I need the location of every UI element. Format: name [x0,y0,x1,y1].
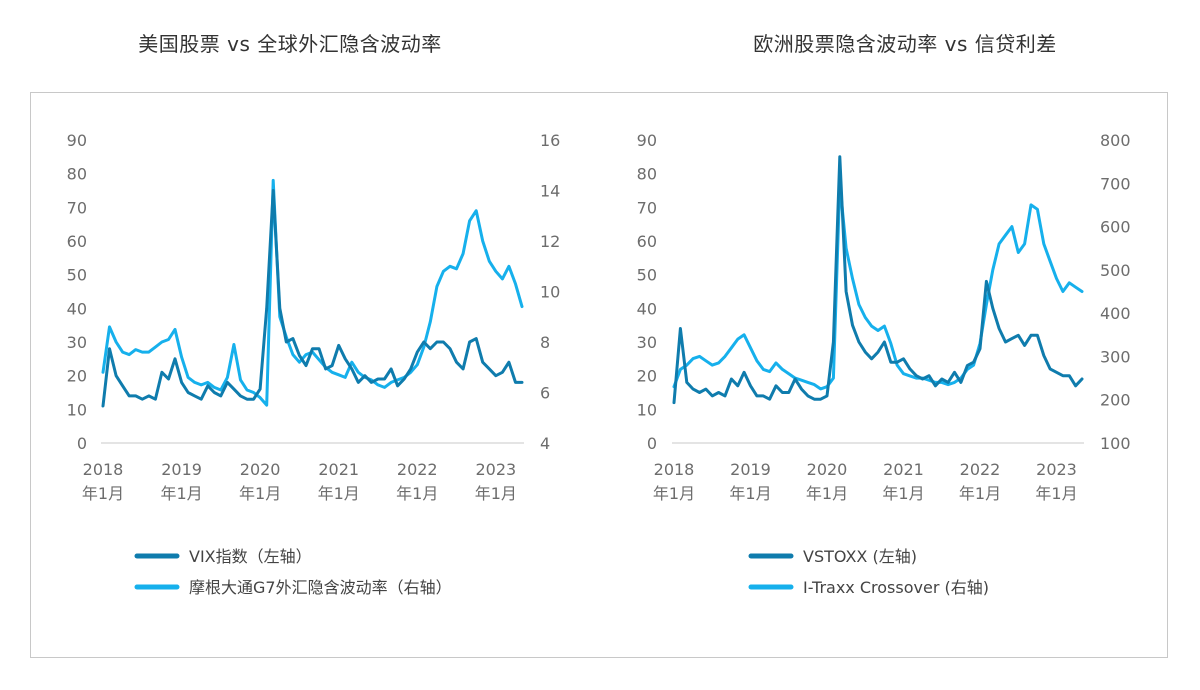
y-left-tick-label: 80 [637,165,657,184]
x-tick-label-sub: 年1月 [1035,484,1077,503]
y-right-tick-label: 10 [540,283,560,302]
y-right-tick-label: 100 [1100,434,1131,453]
y-right-tick-label: 200 [1100,391,1131,410]
y-right-tick-label: 16 [540,131,560,150]
series-line-left-axis [672,155,1084,405]
y-left-tick-label: 0 [647,434,657,453]
y-right-tick-label: 500 [1100,261,1131,280]
y-left-tick-label: 0 [77,434,87,453]
x-tick-label: 2022 [960,460,1001,479]
y-right-tick-label: 600 [1100,218,1131,237]
y-right-tick-label: 14 [540,182,560,201]
y-left-tick-label: 20 [67,367,87,386]
y-right-tick-label: 6 [540,384,550,403]
x-tick-label-sub: 年1月 [729,484,771,503]
x-tick-label-sub: 年1月 [396,484,438,503]
y-left-tick-label: 30 [67,333,87,352]
series-line-right-axis [101,178,524,407]
series-line-right-axis [672,181,1084,391]
y-left-tick-label: 90 [637,131,657,150]
x-tick-label: 2018 [654,460,695,479]
y-left-tick-label: 50 [67,266,87,285]
x-tick-label-sub: 年1月 [239,484,281,503]
y-right-tick-label: 800 [1100,131,1131,150]
x-tick-label-sub: 年1月 [959,484,1001,503]
legend-label: I-Traxx Crossover (右轴) [803,578,989,597]
y-left-tick-label: 90 [67,131,87,150]
x-tick-label-sub: 年1月 [653,484,695,503]
chart-title-left: 美国股票 vs 全球外汇隐含波动率 [138,32,442,56]
x-tick-label: 2023 [475,460,516,479]
x-tick-label: 2020 [807,460,848,479]
legend-label: VSTOXX (左轴) [803,547,917,566]
y-left-tick-label: 70 [67,198,87,217]
x-tick-label-sub: 年1月 [475,484,517,503]
y-right-tick-label: 12 [540,232,560,251]
chart-frame [30,92,1168,658]
x-tick-label: 2021 [883,460,924,479]
x-tick-label: 2023 [1036,460,1077,479]
x-tick-label: 2020 [240,460,281,479]
x-tick-label-sub: 年1月 [882,484,924,503]
x-tick-label-sub: 年1月 [82,484,124,503]
y-left-tick-label: 60 [67,232,87,251]
y-left-tick-label: 80 [67,165,87,184]
x-tick-label: 2021 [318,460,359,479]
y-left-tick-label: 20 [637,367,657,386]
x-tick-label: 2019 [730,460,771,479]
y-right-tick-label: 300 [1100,347,1131,366]
legend-label: 摩根大通G7外汇隐含波动率（右轴） [189,578,452,597]
x-tick-label: 2019 [161,460,202,479]
y-left-tick-label: 10 [637,400,657,419]
y-left-tick-label: 70 [637,198,657,217]
y-left-tick-label: 10 [67,400,87,419]
x-tick-label-sub: 年1月 [160,484,202,503]
y-left-tick-label: 40 [67,299,87,318]
y-right-tick-label: 8 [540,333,550,352]
series-line-left-axis [101,189,524,408]
y-left-tick-label: 30 [637,333,657,352]
x-tick-label-sub: 年1月 [318,484,360,503]
chart-title-right: 欧洲股票隐含波动率 vs 信贷利差 [753,32,1057,56]
y-left-tick-label: 50 [637,266,657,285]
y-left-tick-label: 60 [637,232,657,251]
y-right-tick-label: 4 [540,434,550,453]
x-tick-label: 2022 [397,460,438,479]
y-left-tick-label: 40 [637,299,657,318]
x-tick-label: 2018 [83,460,124,479]
y-right-tick-label: 700 [1100,174,1131,193]
y-right-tick-label: 400 [1100,304,1131,323]
legend-label: VIX指数（左轴） [189,547,312,566]
x-tick-label-sub: 年1月 [806,484,848,503]
